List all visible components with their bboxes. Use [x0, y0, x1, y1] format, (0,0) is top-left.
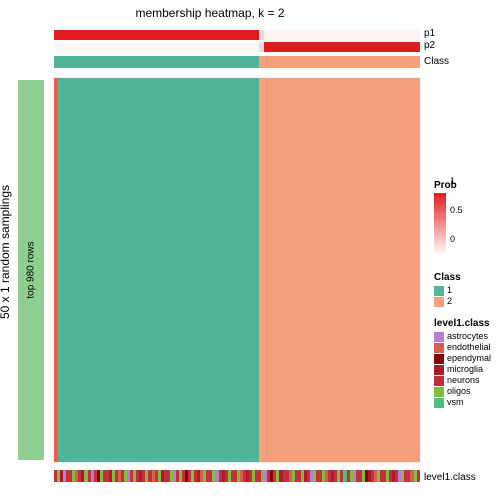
legend-item: ependymal	[434, 353, 491, 364]
strip-segment	[54, 56, 259, 68]
heatmap-figure: membership heatmap, k = 2 50 x 1 random …	[0, 0, 504, 504]
annotation-strip-p1	[54, 30, 420, 40]
legend-label: oligos	[447, 386, 471, 397]
legend-swatch	[434, 286, 444, 296]
legend-label: neurons	[447, 375, 480, 386]
legend-swatch	[434, 354, 444, 364]
row-annotation-bar: top 980 rows	[18, 80, 44, 460]
heatmap-body	[54, 78, 420, 462]
row-annotation-label: top 980 rows	[26, 241, 37, 298]
legend-label: astrocytes	[447, 331, 488, 342]
legend-item: astrocytes	[434, 331, 491, 342]
annotation-strip-p2	[54, 42, 420, 52]
chart-title: membership heatmap, k = 2	[0, 6, 420, 20]
legend-item: 2	[434, 296, 461, 307]
legend-prob-ticks: 1 0.5 0	[450, 176, 463, 244]
legend-level1: level1.class astrocytesendothelialependy…	[434, 318, 491, 408]
legend-prob-gradient	[434, 193, 446, 253]
heatmap-block	[259, 78, 420, 462]
annotation-label-class: Class	[424, 56, 449, 67]
legend-prob: Prob 1 0.5 0	[434, 180, 457, 253]
ylabel-outer-text: 50 x 1 random samplings	[0, 185, 12, 319]
legend-item: endothelial	[434, 342, 491, 353]
legend-prob-tick: 0.5	[450, 205, 463, 215]
legend-level1-title: level1.class	[434, 318, 491, 329]
legend-swatch	[434, 376, 444, 386]
legend-class-title: Class	[434, 272, 461, 283]
legend-swatch	[434, 343, 444, 353]
legend-label: vsm	[447, 397, 464, 408]
ylabel-outer: 50 x 1 random samplings	[0, 0, 12, 504]
strip-segment	[259, 56, 420, 68]
legend-label: 2	[447, 296, 452, 307]
legend-item: neurons	[434, 375, 491, 386]
legend-swatch	[434, 297, 444, 307]
strip-segment	[54, 30, 259, 40]
heatmap-block	[58, 78, 259, 462]
annotation-strip-level1	[54, 470, 420, 482]
annotation-strip-class	[54, 56, 420, 68]
legend-item: microglia	[434, 364, 491, 375]
strip-segment	[264, 30, 420, 40]
annotation-label-p1: p1	[424, 28, 435, 39]
legend-label: ependymal	[447, 353, 491, 364]
legend-swatch	[434, 332, 444, 342]
legend-swatch	[434, 387, 444, 397]
legend-label: endothelial	[447, 342, 491, 353]
strip-segment	[264, 42, 420, 52]
legend-class: Class 12	[434, 272, 461, 307]
legend-prob-tick: 1	[450, 176, 463, 186]
legend-swatch	[434, 365, 444, 375]
level1-cell	[417, 470, 420, 482]
annotation-label-p2: p2	[424, 40, 435, 51]
legend-label: microglia	[447, 364, 483, 375]
legend-label: 1	[447, 285, 452, 296]
legend-item: oligos	[434, 386, 491, 397]
annotation-label-level1: level1.class	[424, 472, 476, 483]
legend-prob-tick: 0	[450, 234, 463, 244]
legend-item: vsm	[434, 397, 491, 408]
legend-swatch	[434, 398, 444, 408]
legend-item: 1	[434, 285, 461, 296]
strip-segment	[54, 42, 259, 52]
